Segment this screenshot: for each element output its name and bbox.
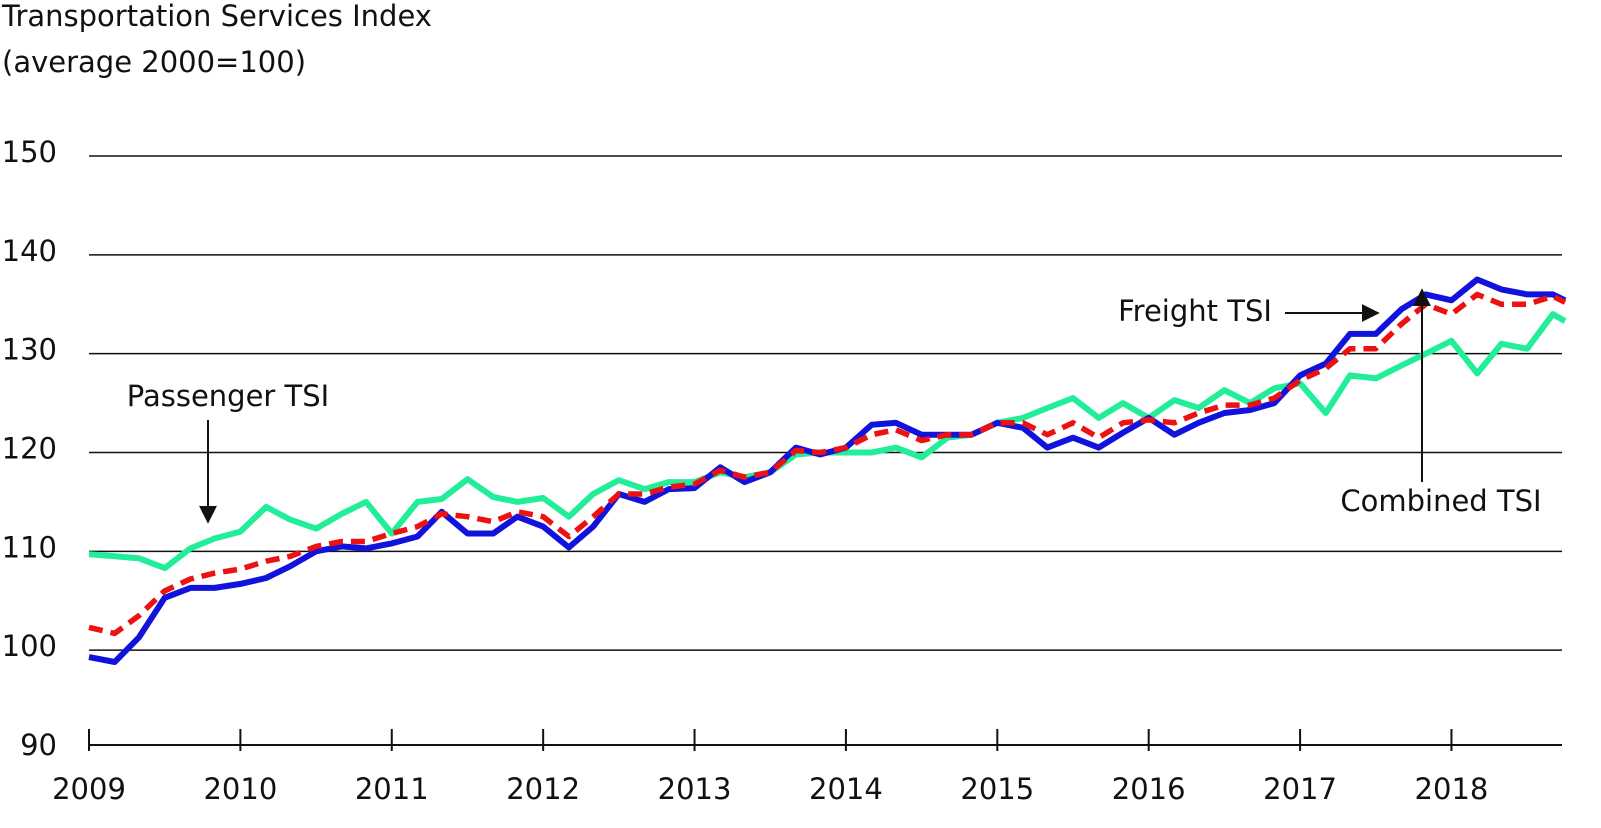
y-tick-label: 100 xyxy=(2,629,57,663)
series-line xyxy=(88,291,1567,637)
chart-subtitle: (average 2000=100) xyxy=(2,45,306,79)
chart-title: Transportation Services Index xyxy=(1,0,432,33)
y-tick-label: 150 xyxy=(2,135,57,169)
y-tick-label: 140 xyxy=(2,234,57,268)
x-tick-label: 2014 xyxy=(809,772,883,806)
x-tick-label: 2013 xyxy=(658,772,732,806)
x-tick-label: 2010 xyxy=(203,772,277,806)
annotation: Combined TSI xyxy=(1340,484,1541,518)
x-tick-label: 2012 xyxy=(506,772,580,806)
x-tick-label: 2011 xyxy=(355,772,429,806)
y-tick-label: 130 xyxy=(2,333,57,367)
annotation: Passenger TSI xyxy=(127,379,329,413)
y-tick-label: 120 xyxy=(2,432,57,466)
series-line xyxy=(88,276,1567,665)
x-tick-label: 2009 xyxy=(52,772,126,806)
y-tick-label: 90 xyxy=(20,728,57,762)
x-tick-label: 2015 xyxy=(960,772,1034,806)
annotation: Freight TSI xyxy=(1118,294,1272,328)
x-tick-label: 2018 xyxy=(1415,772,1489,806)
x-tick-label: 2017 xyxy=(1263,772,1337,806)
x-tick-label: 2016 xyxy=(1112,772,1186,806)
y-tick-label: 110 xyxy=(2,530,57,564)
plot-area: 90 100 110 120 130 140 150 2009 2010 2011 2012 2013… xyxy=(2,135,1567,806)
